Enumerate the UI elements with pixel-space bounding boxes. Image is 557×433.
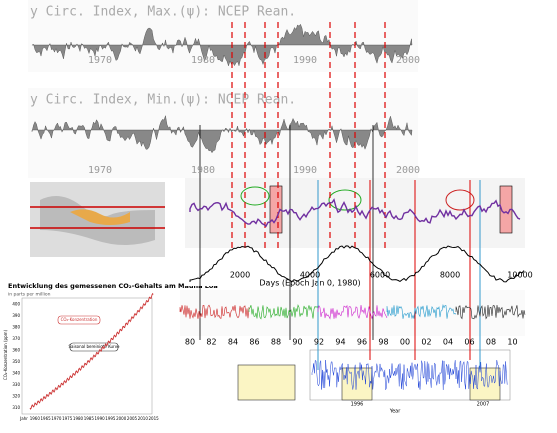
x-tick-label: 8000 [440, 271, 460, 280]
noise-series [248, 304, 319, 320]
year-label: 1990 [293, 55, 317, 66]
y-tick-label: 330 [12, 382, 20, 387]
y-tick-label: 400 [12, 302, 20, 307]
ellipse [240, 186, 270, 206]
decoration [29, 22, 526, 410]
co2-title: Entwicklung des gemessenen CO₂-Gehalts a… [8, 282, 218, 290]
x-tick-label: 10000 [507, 271, 532, 280]
ellipse [328, 189, 362, 211]
yellow-box [237, 364, 296, 401]
x-tick-label: 4000 [300, 271, 320, 280]
y-tick-label: 380 [12, 325, 20, 330]
x-tick-label: 2005 [127, 416, 138, 421]
year-label: 1980 [191, 165, 215, 176]
x-tick-label: 10 [507, 338, 517, 347]
legend-entry: Saisonal bereinigte Kurve [68, 344, 120, 349]
x-tick-label: 2010 [138, 416, 149, 421]
x-tick-label: 2000 [116, 416, 127, 421]
year-label: 2000 [396, 165, 420, 176]
y-tick-label: 350 [12, 359, 20, 364]
x-tick-label: 2015 [149, 416, 160, 421]
x-tick-label: 1995 [105, 416, 116, 421]
x-tick-label: 1965 [41, 416, 52, 421]
blue-series [311, 359, 508, 390]
x-tick-label: 00 [400, 338, 410, 347]
x-tick-label: 82 [206, 338, 216, 347]
noise-series [179, 304, 250, 319]
legend-box [57, 315, 101, 325]
anomaly [70, 209, 130, 225]
black-panel [185, 248, 525, 286]
noise-series [317, 304, 388, 320]
year-label: 2000 [396, 55, 420, 66]
x-tick-label: 98 [378, 338, 388, 347]
x-tick-label: 04 [443, 338, 453, 347]
x-tick-label: 1985 [84, 416, 95, 421]
x-tick-label: 94 [335, 338, 345, 347]
purple-curve [189, 198, 521, 228]
y-tick-label: 310 [12, 405, 20, 410]
year-label: 1970 [88, 165, 112, 176]
index-series [31, 115, 413, 154]
year-label: 1980 [191, 55, 215, 66]
noise-series [455, 304, 526, 320]
x-tick-label: 2000 [230, 271, 250, 280]
co2-ylabel: CO₂-Konzentration (ppm) [3, 329, 8, 380]
x-tick-label: 1960 [30, 416, 41, 421]
x-tick-label: 1990 [95, 416, 106, 421]
x-tick-label: Jahr [19, 416, 28, 421]
x-tick-label: 1980 [73, 416, 84, 421]
panel-title: y Circ. Index, Min.(ψ): NCEP Rean. [30, 93, 296, 108]
co2-frame [21, 297, 153, 415]
x-tick-label: 84 [228, 338, 238, 347]
x-tick-label: 02 [421, 338, 431, 347]
y-tick-label: 370 [12, 336, 20, 341]
index-series [31, 23, 413, 67]
x-tick-label: 92 [314, 338, 324, 347]
year-label: 1990 [293, 165, 317, 176]
colour-panel [180, 290, 525, 336]
x-tick-label: 08 [486, 338, 496, 347]
year-label: 2007 [477, 402, 490, 408]
co2-curve [29, 292, 154, 410]
x-tick-label: 1970 [51, 416, 62, 421]
x-tick-label: 86 [249, 338, 259, 347]
year-label: 1970 [88, 55, 112, 66]
black-curve [189, 245, 525, 283]
x-tick-label: 88 [271, 338, 281, 347]
year-label: 1996 [351, 402, 364, 408]
x-tick-label: 1975 [62, 416, 73, 421]
legend-entry: CO₂-Konzentration [61, 317, 98, 322]
y-tick-label: 390 [12, 313, 20, 318]
x-tick-label: 96 [357, 338, 367, 347]
x-tick-label: 90 [292, 338, 302, 347]
y-tick-label: 320 [12, 394, 20, 399]
ellipse [445, 189, 475, 211]
y-tick-label: 340 [12, 371, 20, 376]
x-tick-label: 06 [464, 338, 474, 347]
x-label: Year [389, 409, 402, 415]
x-tick-label: 6000 [370, 271, 390, 280]
x-tick-label: 80 [185, 338, 195, 347]
axis-label: Days (Epoch Jan 0, 1980) [259, 279, 360, 288]
panel-title: y Circ. Index, Max.(ψ): NCEP Rean. [30, 5, 296, 20]
y-tick-label: 360 [12, 348, 20, 353]
co2-subtitle: in parts per million [8, 292, 51, 298]
noise-series [386, 304, 457, 320]
